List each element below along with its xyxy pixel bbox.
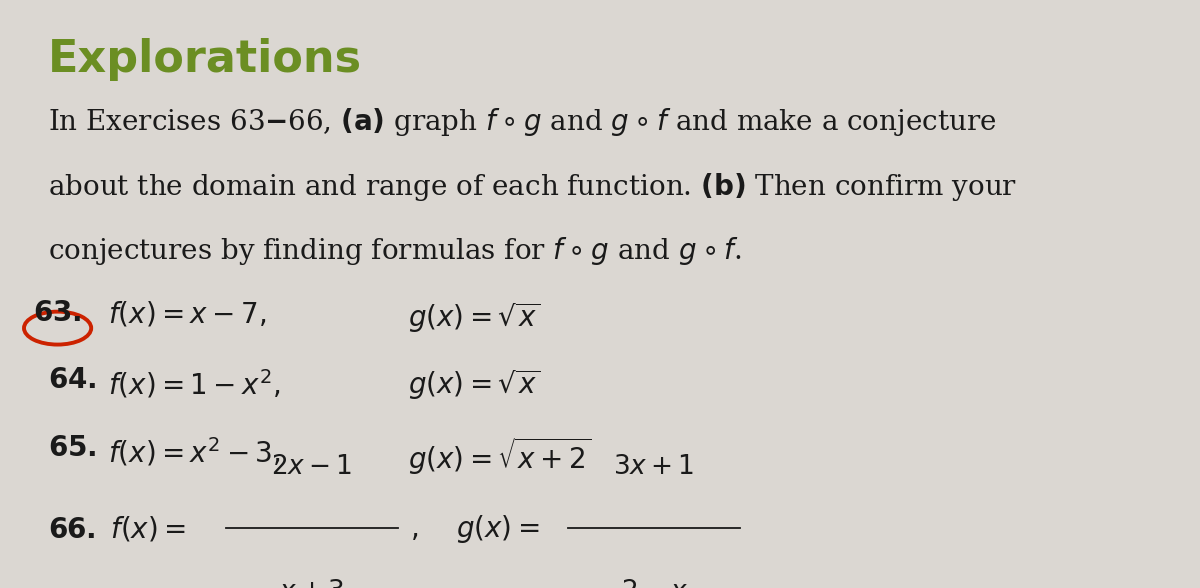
Text: $g(x) = \sqrt{x + 2}$: $g(x) = \sqrt{x + 2}$ [408,435,592,477]
Text: $\mathbf{64.}$: $\mathbf{64.}$ [48,368,96,395]
Text: about the domain and range of each function. $\mathbf{(b)}$ Then confirm your: about the domain and range of each funct… [48,171,1018,202]
Text: $\mathbf{66.}\ f(x) =$: $\mathbf{66.}\ f(x) =$ [48,514,186,544]
Text: $3x + 1$: $3x + 1$ [613,454,695,479]
Text: Explorations: Explorations [48,38,362,81]
Text: $g(x) =$: $g(x) =$ [456,513,540,545]
Text: $g(x) = \sqrt{x}$: $g(x) = \sqrt{x}$ [408,368,541,402]
Text: $f(x) = 1 - x^2,$: $f(x) = 1 - x^2,$ [108,368,281,400]
Text: $\mathbf{63.}$: $\mathbf{63.}$ [34,300,82,327]
Text: conjectures by finding formulas for $f \circ g$ and $g \circ f$.: conjectures by finding formulas for $f \… [48,235,742,267]
Text: $\mathbf{65.}$: $\mathbf{65.}$ [48,435,96,462]
Text: $g(x) = \sqrt{x}$: $g(x) = \sqrt{x}$ [408,300,541,335]
Text: $f(x) = x - 7,$: $f(x) = x - 7,$ [108,300,266,329]
Text: $2 - x$: $2 - x$ [620,579,688,588]
Text: $f(x) = x^2 - 3,$: $f(x) = x^2 - 3,$ [108,435,281,468]
Text: $,$: $,$ [410,516,419,543]
Text: $x + 3$: $x + 3$ [280,579,344,588]
Text: In Exercises 63$\mathbf{-}$66, $\mathbf{(a)}$ graph $f \circ g$ and $g \circ f$ : In Exercises 63$\mathbf{-}$66, $\mathbf{… [48,106,996,138]
Text: $2x - 1$: $2x - 1$ [271,454,353,479]
